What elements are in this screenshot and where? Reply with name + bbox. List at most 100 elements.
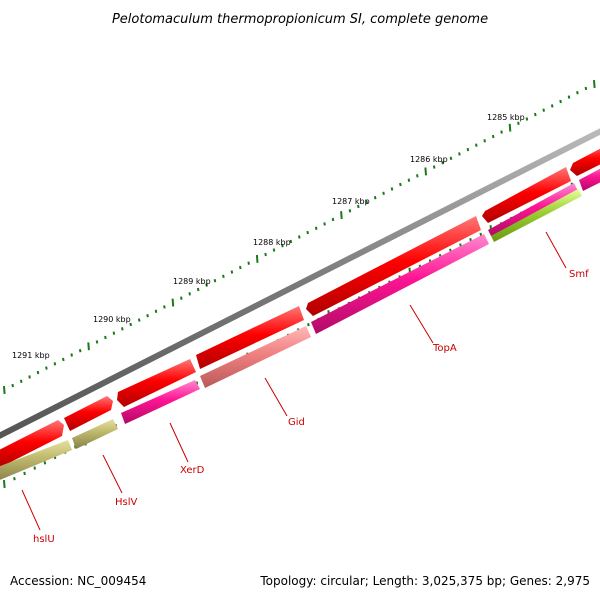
scale-tick	[137, 318, 141, 322]
scale-tick	[196, 287, 200, 292]
cds-red-segment[interactable]	[196, 306, 304, 369]
scale-tick	[78, 349, 82, 353]
scale-tick	[559, 99, 562, 104]
scale-tick	[230, 270, 234, 274]
scale-tick	[307, 323, 310, 327]
scale-label-1286: 1286 kbp	[410, 155, 448, 164]
scale-tick	[205, 283, 208, 287]
scale-label-1289: 1289 kbp	[173, 277, 211, 286]
scale-tick	[432, 165, 436, 169]
cds-olive-hslV[interactable]	[72, 419, 118, 449]
gene-label-smf[interactable]: Smf	[569, 269, 589, 280]
scale-tick	[479, 232, 483, 237]
gene-label-topa[interactable]: TopA	[432, 343, 457, 354]
scale-tick	[584, 86, 588, 91]
cds-magenta-topA[interactable]	[311, 234, 489, 334]
cds-red-segment[interactable]	[117, 359, 196, 407]
scale-tick	[500, 130, 503, 134]
scale-label-1291: 1291 kbp	[12, 351, 50, 360]
scale-tick	[171, 298, 175, 307]
scale-tick	[36, 370, 40, 375]
scale-tick	[534, 112, 537, 117]
cds-lime-segment[interactable]	[491, 189, 582, 242]
scale-tick	[508, 123, 512, 132]
scale-tick	[289, 239, 293, 244]
scale-label-1285: 1285 kbp	[487, 113, 525, 122]
cds-red-segment[interactable]	[306, 216, 481, 316]
cds-magenta-xerD[interactable]	[121, 380, 200, 424]
scale-tick	[357, 204, 360, 209]
genome-backbone	[0, 128, 600, 439]
gene-leader-lines	[21, 231, 567, 531]
scale-tick	[466, 147, 470, 152]
scale-tick	[272, 248, 276, 252]
cds-salmon-gid[interactable]	[200, 326, 311, 388]
scale-tick	[104, 335, 107, 340]
scale-tick	[247, 261, 250, 265]
scale-tick	[281, 244, 284, 248]
scale-tick	[469, 238, 472, 242]
scale-tick	[146, 314, 149, 318]
scale-tick	[23, 471, 26, 476]
gene-label-xerd[interactable]: XerD	[180, 465, 205, 476]
cds-red-segment[interactable]	[64, 396, 113, 431]
scale-tick	[188, 292, 191, 296]
scale-tick	[95, 340, 99, 344]
cds-red-segment[interactable]	[570, 144, 600, 176]
scale-tick	[365, 200, 368, 204]
cds-red-segment[interactable]	[0, 420, 64, 468]
scale-tick	[154, 309, 158, 313]
scale-tick	[475, 143, 478, 147]
gene-label-hslv[interactable]: HslV	[115, 497, 138, 508]
scale-labels: 1285 kbp 1286 kbp 1287 kbp 1288 kbp 1289…	[12, 113, 525, 360]
cds-olive-hslU[interactable]	[0, 440, 72, 482]
scale-tick	[19, 379, 23, 383]
scale-tick	[517, 121, 520, 125]
scale-tick	[62, 357, 65, 362]
scale-tick	[449, 156, 453, 160]
scale-tick	[390, 187, 394, 191]
scale-tick	[399, 182, 402, 187]
scale-tick	[407, 178, 411, 182]
scale-tick	[576, 91, 579, 95]
scale-tick	[43, 461, 47, 465]
scale-tick	[441, 161, 444, 165]
scale-tick	[239, 265, 242, 270]
cds-red-segment[interactable]	[482, 167, 571, 223]
scale-tick	[129, 322, 132, 327]
scale-tick	[483, 139, 486, 143]
scale-tick	[340, 211, 343, 220]
scale-tick	[542, 108, 545, 112]
scale-tick	[424, 167, 427, 176]
scale-tick	[112, 331, 116, 335]
scale-tick	[306, 230, 309, 235]
scale-tick	[491, 134, 495, 139]
scale-tick	[264, 252, 267, 257]
scale-label-1288: 1288 kbp	[253, 238, 291, 247]
accession-text: Accession: NC_009454	[10, 574, 147, 588]
scale-tick	[458, 152, 461, 156]
scale-tick	[550, 104, 554, 108]
gene-labels: Smf TopA Gid XerD HslV hslU	[33, 269, 589, 545]
scale-tick	[45, 366, 48, 370]
scale-tick	[373, 196, 377, 200]
scale-tick	[255, 254, 259, 263]
scale-tick	[180, 296, 183, 300]
forward-strand-genes	[0, 144, 600, 468]
scale-tick	[87, 342, 90, 351]
scale-tick	[382, 191, 385, 195]
scale-tick	[33, 466, 36, 470]
scale-tick	[323, 222, 326, 226]
scale-tick	[28, 375, 31, 379]
scale-tick	[298, 235, 301, 239]
reverse-strand-genes	[0, 164, 600, 482]
scale-tick	[213, 279, 217, 283]
scale-tick	[70, 353, 73, 357]
cds-magenta-smf[interactable]	[488, 183, 578, 236]
cds-magenta-segment[interactable]	[579, 164, 600, 191]
gene-label-hslu[interactable]: hslU	[33, 534, 55, 545]
genome-summary-text: Topology: circular; Length: 3,025,375 bp…	[260, 574, 590, 588]
gene-label-gid[interactable]: Gid	[288, 417, 305, 428]
scale-label-1287: 1287 kbp	[332, 197, 370, 206]
scale-tick	[416, 174, 419, 178]
